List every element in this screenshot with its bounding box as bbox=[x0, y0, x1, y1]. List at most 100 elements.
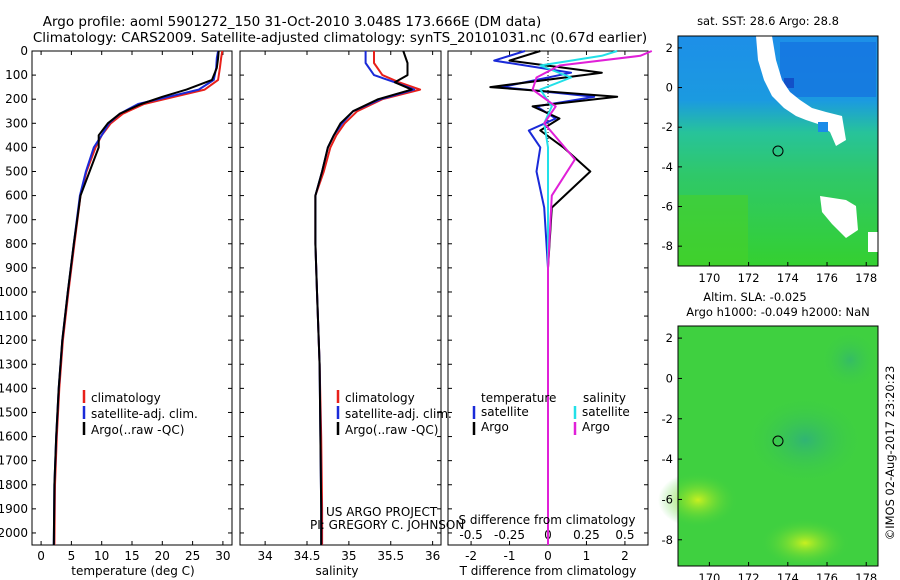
legend-label-satellite: satellite-adj. clim. bbox=[345, 407, 452, 421]
depth-tick-label: 1200 bbox=[0, 333, 28, 347]
depth-tick-label: 500 bbox=[5, 164, 28, 178]
depth-tick-label: 300 bbox=[5, 116, 28, 130]
t-difference-label: T difference from climatology bbox=[459, 564, 637, 578]
legend-title-salinity: salinity bbox=[583, 391, 626, 405]
map-lat-label: -6 bbox=[662, 200, 673, 214]
timestamp-stamp: ©IMOS 02-Aug-2017 23:20:23 bbox=[883, 366, 897, 541]
sst-cloud-mask-east bbox=[820, 196, 858, 238]
x-tick-label: 0 bbox=[544, 549, 552, 563]
difference-legend: temperature salinity satellite Argo sate… bbox=[472, 391, 630, 435]
depth-tick-label: 1800 bbox=[0, 478, 28, 492]
depth-tick-label: 400 bbox=[5, 140, 28, 154]
sla-map bbox=[658, 325, 880, 568]
x-tick-label: 1 bbox=[583, 549, 591, 563]
temperature-panel-frame bbox=[31, 50, 233, 546]
legend-label-climatology: climatology bbox=[91, 391, 161, 405]
sla-map-title-2: Argo h1000: -0.049 h2000: NaN bbox=[686, 305, 870, 319]
depth-tick-label: 1000 bbox=[0, 285, 28, 299]
map-lon-label: 172 bbox=[738, 571, 760, 580]
temperature-x-label: temperature (deg C) bbox=[71, 564, 194, 578]
title-line-1: Argo profile: aoml 5901272_150 31-Oct-20… bbox=[43, 14, 542, 30]
sla-map-frame bbox=[677, 325, 879, 567]
legend-label-t-satellite: satellite bbox=[481, 405, 529, 419]
depth-tick-label: 100 bbox=[5, 68, 28, 82]
x-tick-label: -1 bbox=[504, 549, 516, 563]
x-tick-label-salinity: 0.5 bbox=[615, 528, 634, 542]
x-tick-label: 34.5 bbox=[294, 549, 321, 563]
x-tick-label: 35.5 bbox=[377, 549, 404, 563]
map-lat-label: 0 bbox=[666, 371, 673, 385]
map-lon-label: 170 bbox=[698, 271, 720, 285]
map-lat-label: -6 bbox=[662, 492, 673, 506]
x-tick-label: 0 bbox=[37, 549, 45, 563]
x-tick-label: 2 bbox=[621, 549, 629, 563]
sst-map-frame bbox=[677, 35, 879, 267]
sst-green-patch bbox=[678, 195, 748, 266]
map-lat-label: -4 bbox=[662, 160, 673, 174]
map-lat-label: -4 bbox=[662, 452, 673, 466]
x-tick-label-salinity: 0.25 bbox=[573, 528, 600, 542]
sla-map-title-1: Altim. SLA: -0.025 bbox=[703, 290, 807, 304]
legend-label-t-argo: Argo bbox=[481, 420, 509, 434]
salinity-panel-frame bbox=[239, 50, 442, 546]
x-tick-label: 5 bbox=[68, 549, 76, 563]
map-lon-label: 174 bbox=[777, 571, 799, 580]
depth-tick-label: 600 bbox=[5, 189, 28, 203]
depth-tick-label: 200 bbox=[5, 92, 28, 106]
series-line bbox=[489, 50, 619, 545]
x-tick-label-salinity: -0.5 bbox=[459, 528, 482, 542]
depth-tick-label: 1100 bbox=[0, 309, 28, 323]
map-lat-label: -2 bbox=[662, 120, 673, 134]
salinity-x-label: salinity bbox=[315, 564, 358, 578]
salinity-plot: 34 34.5 35 35.5 36 bbox=[257, 50, 440, 563]
map-lat-label: -8 bbox=[662, 239, 673, 253]
depth-tick-label: 1300 bbox=[0, 357, 28, 371]
series-line bbox=[52, 50, 220, 546]
legend-title-temperature: temperature bbox=[481, 391, 556, 405]
x-tick-label-salinity: -0.25 bbox=[494, 528, 525, 542]
x-tick-label: 10 bbox=[94, 549, 109, 563]
depth-tick-label: 1600 bbox=[0, 430, 28, 444]
x-tick-label: 36 bbox=[425, 549, 440, 563]
sst-map bbox=[677, 35, 879, 267]
sst-map-title: sat. SST: 28.6 Argo: 28.8 bbox=[697, 14, 839, 28]
depth-tick-label: 2000 bbox=[0, 526, 28, 540]
legend-label-s-satellite: satellite bbox=[582, 405, 630, 419]
map-lon-label: 178 bbox=[855, 571, 877, 580]
x-tick-label: 25 bbox=[185, 549, 200, 563]
map-lat-label: 2 bbox=[666, 331, 673, 345]
sla-map-axes: 170 172 174 176 178 2 0 -2 -4 -6 -8 bbox=[662, 331, 878, 580]
map-lat-label: 2 bbox=[666, 41, 673, 55]
legend-label-argo: Argo(..raw -QC) bbox=[91, 423, 184, 437]
depth-tick-label: 1900 bbox=[0, 502, 28, 516]
sst-warm-patch bbox=[780, 42, 876, 97]
argo-location-marker bbox=[772, 435, 784, 447]
sst-map-axes: 170 172 174 176 178 2 0 -2 -4 -6 -8 bbox=[662, 41, 878, 285]
sst-cloud-pixel bbox=[868, 232, 878, 252]
sst-blue-pixel bbox=[818, 122, 828, 132]
legend-label-argo: Argo(..raw -QC) bbox=[345, 423, 438, 437]
depth-tick-label: 700 bbox=[5, 213, 28, 227]
pi-credit: PI: GREGORY C. JOHNSON bbox=[310, 518, 464, 532]
x-tick-label: 30 bbox=[215, 549, 230, 563]
x-tick-label: 34 bbox=[257, 549, 272, 563]
map-lon-label: 178 bbox=[855, 271, 877, 285]
series-line bbox=[314, 51, 422, 545]
legend-label-satellite: satellite-adj. clim. bbox=[91, 407, 198, 421]
x-tick-label: 15 bbox=[124, 549, 139, 563]
depth-tick-label: 0 bbox=[20, 44, 28, 58]
legend-label-climatology: climatology bbox=[345, 391, 415, 405]
depth-axis: 0 100 200 300 400 500 600 700 800 900 1000 1100 1200… bbox=[0, 44, 648, 540]
map-lon-label: 176 bbox=[816, 571, 838, 580]
sla-high-blob-south bbox=[760, 518, 850, 568]
map-lat-label: -8 bbox=[662, 533, 673, 547]
temperature-plot: 0 5 10 15 20 25 30 bbox=[37, 50, 231, 563]
sla-low-blob-east bbox=[820, 330, 880, 390]
project-credit: US ARGO PROJECT bbox=[326, 505, 438, 519]
sst-dark-pixel bbox=[784, 78, 794, 88]
title-line-2: Climatology: CARS2009. Satellite-adjuste… bbox=[33, 30, 647, 46]
series-line bbox=[52, 50, 220, 546]
depth-tick-label: 800 bbox=[5, 237, 28, 251]
sla-low-blob bbox=[745, 395, 865, 485]
